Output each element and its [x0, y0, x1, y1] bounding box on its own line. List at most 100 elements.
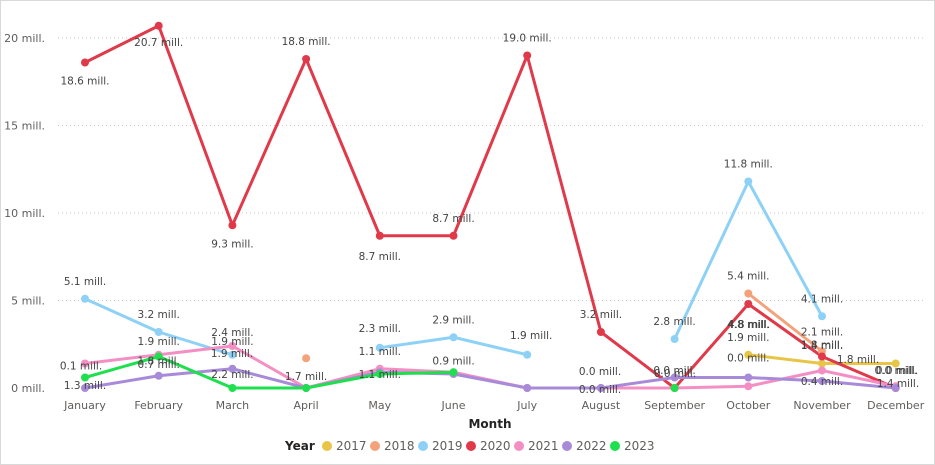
legend-marker-2019 [418, 441, 428, 451]
data-label-2020: 4.8 mill. [727, 319, 769, 331]
legend-marker-2020 [466, 441, 476, 451]
data-label-2019: 2.3 mill. [359, 323, 401, 335]
data-point-2023 [670, 384, 679, 392]
legend-label-2023: 2023 [624, 439, 655, 453]
data-label-2018: 2.1 mill. [801, 326, 843, 338]
legend: Year 2017 2018 2019 2020 2021 2022 2023 [284, 439, 655, 453]
data-point-2021 [818, 366, 826, 375]
data-point-2021 [228, 342, 237, 350]
data-point-2023 [81, 373, 89, 382]
legend-marker-2023 [610, 441, 620, 451]
x-axis-title: Month [468, 417, 511, 431]
y-tick-label: 10 mill. [4, 207, 45, 220]
series-lines [83, 24, 898, 390]
data-point-2022 [744, 373, 753, 382]
legend-label-2022: 2022 [576, 439, 607, 453]
data-point-2020 [375, 231, 384, 240]
x-tick-label: August [582, 399, 621, 412]
data-label-2023: 0.1 mill. [60, 361, 102, 373]
data-point-2023 [154, 352, 163, 361]
data-point-2022 [891, 384, 900, 392]
data-label-2020: 0.0 mill. [875, 365, 917, 377]
data-label-extra: 0.0 mill. [876, 365, 918, 377]
data-point-2021 [744, 382, 753, 391]
x-tick-label: July [516, 399, 537, 412]
x-tick-label: April [294, 399, 319, 412]
data-point-2022 [154, 371, 163, 380]
data-point-2019 [154, 328, 163, 336]
data-label-2019: 3.2 mill. [138, 309, 180, 321]
data-label-2019: 2.8 mill. [653, 316, 695, 328]
gridlines [58, 37, 925, 301]
data-label-extra: 0.0 mill. [654, 368, 696, 380]
data-label-2020: 8.7 mill. [432, 213, 474, 225]
x-tick-label: February [134, 399, 183, 412]
data-label-2022: 0.0 mill. [727, 353, 769, 365]
legend-marker-2017 [322, 441, 332, 451]
data-point-2019 [449, 333, 458, 342]
legend-marker-2021 [514, 441, 524, 451]
data-label-2020: 1.8 mill. [801, 340, 843, 352]
data-point-2020 [523, 51, 532, 60]
series-line-2023 [83, 355, 455, 390]
y-tick-label: 5 mill. [11, 295, 45, 308]
data-label-2019: 11.8 mill. [724, 159, 773, 171]
data-point-2020 [818, 352, 826, 361]
data-point-2019 [670, 335, 679, 343]
data-label-extra: 1.4 mill. [877, 378, 919, 390]
data-point-2019 [81, 294, 89, 303]
x-tick-label: January [63, 399, 106, 412]
x-tick-label: September [644, 399, 705, 412]
legend-title: Year [284, 439, 315, 453]
y-tick-label: 15 mill. [4, 120, 45, 133]
data-label-2021: 2.4 mill. [211, 327, 253, 339]
data-label-2023: 0.9 mill. [432, 355, 474, 367]
data-point-2020 [596, 328, 605, 336]
data-label-extra: 0.0 mill. [579, 366, 621, 378]
data-label-2020: 8.7 mill. [359, 251, 401, 263]
data-point-2022 [523, 384, 532, 392]
data-point-2022 [228, 364, 237, 373]
series-line-2019 [673, 180, 824, 341]
data-label-2023: 1.8 mill. [138, 356, 180, 368]
data-point-2022 [81, 384, 89, 392]
data-labels: 1.9 mill. 5.4 mill. 2.1 mill. 5.1 mill. 3.2 … [60, 33, 919, 397]
data-label-2020: 9.3 mill. [211, 238, 253, 250]
data-point-2020 [81, 58, 89, 67]
data-label-2020: 18.8 mill. [282, 36, 331, 48]
data-label-extra: 4.8 mill. [728, 319, 770, 331]
data-label-2019: 4.1 mill. [801, 293, 843, 305]
data-label-extra: 1.4 mill. [801, 340, 843, 352]
data-point-2023 [375, 370, 384, 378]
data-label-2022: 0.7 mill. [138, 359, 180, 371]
series-line-2020 [83, 24, 898, 390]
data-label-2023: 2.2 mill. [211, 369, 253, 381]
data-label-2020: 18.6 mill. [60, 76, 109, 88]
data-point-2020 [302, 55, 311, 63]
data-point-2019 [818, 312, 826, 321]
legend-marker-2018 [370, 441, 380, 451]
x-axis-ticks: January February March April May June July Augu… [63, 399, 925, 412]
data-point-2023 [302, 384, 311, 392]
data-label-2018: 5.4 mill. [727, 271, 769, 283]
data-label-extra: 1.3 mill. [64, 380, 106, 392]
data-label-2023: 1.1 mill. [359, 369, 401, 381]
data-point-2022 [670, 373, 679, 382]
x-tick-label: June [441, 399, 466, 412]
legend-label-2018: 2018 [384, 439, 415, 453]
legend-label-2020: 2020 [480, 439, 511, 453]
data-point-2017 [818, 359, 826, 368]
data-point-2018 [302, 354, 311, 363]
data-point-2023 [449, 368, 458, 377]
data-label-2020: 0.0 mill. [653, 365, 695, 377]
data-point-2023 [228, 384, 237, 392]
data-label-2022: 0.4 mill. [801, 376, 843, 388]
series-line-2018 [746, 292, 824, 353]
legend-marker-2022 [562, 441, 572, 451]
legend-label-2019: 2019 [432, 439, 463, 453]
series-line-2022 [83, 367, 898, 390]
data-label-extra: 1.8 mill. [837, 354, 879, 366]
x-tick-label: November [793, 399, 851, 412]
y-axis-ticks: 0 mill. 5 mill. 10 mill. 15 mill. 20 mill. [4, 32, 45, 395]
